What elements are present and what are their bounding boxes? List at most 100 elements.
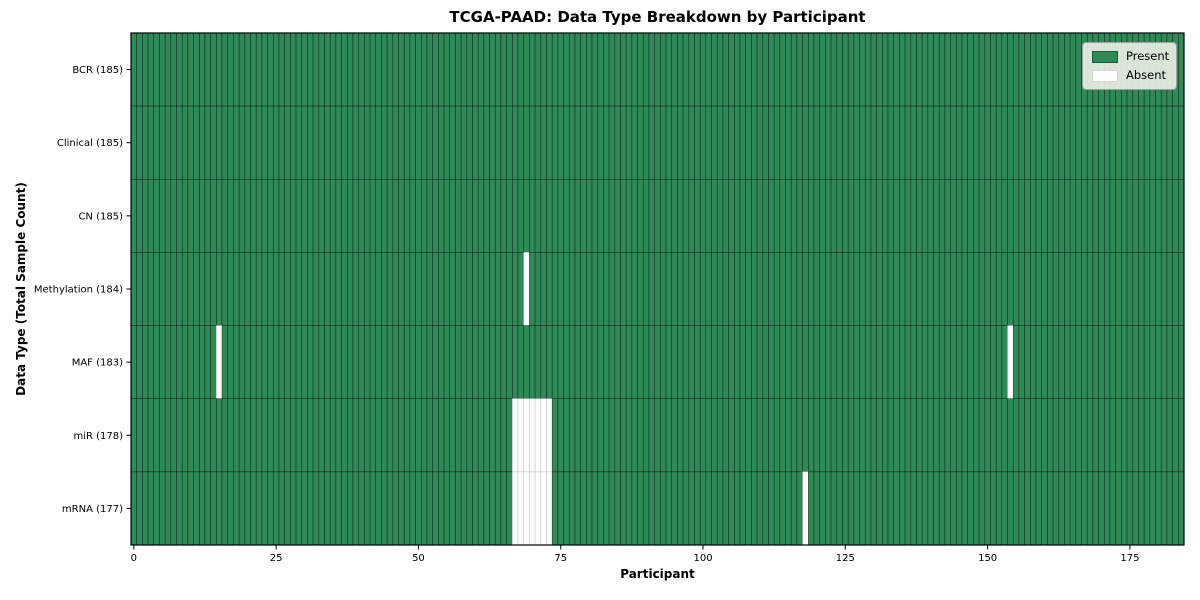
y-tick-label: Clinical (185) [57, 138, 123, 149]
matrix-cell [762, 105, 769, 180]
matrix-cell [711, 252, 718, 326]
matrix-cell [739, 325, 747, 400]
matrix-cell [722, 178, 729, 253]
matrix-cell [227, 325, 234, 400]
matrix-cell [927, 252, 934, 326]
matrix-cell [261, 398, 268, 473]
matrix-cell [563, 325, 570, 400]
matrix-cell [603, 105, 610, 180]
matrix-cell [773, 252, 781, 326]
matrix-cell [392, 32, 399, 107]
matrix-cell [529, 252, 536, 326]
matrix-cell [164, 32, 172, 107]
matrix-cell [819, 178, 826, 253]
matrix-cell [568, 471, 576, 546]
matrix-cell [1132, 398, 1139, 473]
matrix-cell [512, 471, 519, 546]
matrix-cell [301, 325, 308, 400]
matrix-cell [910, 32, 917, 107]
matrix-cell [506, 178, 513, 253]
matrix-cell [734, 178, 741, 253]
matrix-cell [785, 471, 792, 546]
matrix-cell [887, 252, 895, 326]
matrix-cell [768, 398, 775, 473]
matrix-cell [216, 32, 223, 107]
matrix-cell [210, 32, 217, 107]
matrix-cell [341, 105, 348, 180]
x-tick-label: 150 [978, 553, 997, 564]
matrix-cell [392, 471, 399, 546]
matrix-cell [147, 105, 155, 180]
matrix-cell [591, 471, 599, 546]
matrix-cell [489, 252, 496, 326]
legend: Present Absent [1082, 42, 1177, 90]
matrix-cell [876, 325, 883, 400]
matrix-cell [1041, 252, 1048, 326]
matrix-cell [705, 178, 712, 253]
matrix-cell [449, 32, 456, 107]
matrix-cell [1092, 471, 1099, 546]
legend-item-absent: Absent [1092, 69, 1167, 82]
matrix-cell [284, 471, 291, 546]
matrix-cell [660, 32, 667, 107]
matrix-cell [221, 32, 229, 107]
matrix-cell [660, 471, 667, 546]
matrix-cell [637, 471, 644, 546]
matrix-cell [352, 252, 359, 326]
matrix-cell [250, 252, 257, 326]
matrix-cell [1143, 325, 1151, 400]
matrix-cell [978, 32, 986, 107]
matrix-cell [1104, 105, 1111, 180]
matrix-cell [278, 325, 285, 400]
matrix-cell [944, 398, 951, 473]
matrix-cell [648, 471, 655, 546]
matrix-cell [654, 32, 661, 107]
matrix-cell [802, 178, 809, 253]
matrix-cell [847, 471, 855, 546]
matrix-cell [438, 471, 445, 546]
matrix-cell [711, 178, 718, 253]
matrix-cell [494, 471, 502, 546]
matrix-cell [455, 178, 462, 253]
matrix-cell [677, 398, 684, 473]
matrix-cell [210, 105, 217, 180]
matrix-cell [130, 178, 137, 253]
matrix-cell [591, 398, 599, 473]
matrix-cell [1052, 325, 1060, 400]
matrix-cell [1115, 105, 1122, 180]
matrix-cell [255, 32, 263, 107]
matrix-cell [506, 32, 513, 107]
x-tick-label: 50 [412, 553, 425, 564]
matrix-cell [233, 252, 240, 326]
matrix-cell [563, 398, 570, 473]
matrix-cell [529, 32, 536, 107]
matrix-cell [221, 105, 229, 180]
matrix-cell [164, 252, 172, 326]
matrix-cell [1121, 252, 1128, 326]
matrix-cell [973, 471, 980, 546]
matrix-cell [1018, 105, 1025, 180]
matrix-cell [307, 471, 314, 546]
matrix-cell [990, 252, 997, 326]
matrix-cell [1178, 398, 1185, 473]
matrix-cell [181, 105, 189, 180]
matrix-cell [967, 32, 974, 107]
matrix-cell [523, 178, 530, 253]
matrix-cell [534, 105, 542, 180]
matrix-cell [574, 252, 581, 326]
matrix-cell [665, 178, 673, 253]
matrix-cell [398, 105, 405, 180]
matrix-cell [267, 178, 274, 253]
matrix-cell [449, 325, 456, 400]
matrix-cell [364, 178, 371, 253]
matrix-cell [1178, 105, 1185, 180]
matrix-cell [1030, 252, 1037, 326]
matrix-cell [1007, 32, 1014, 107]
matrix-cell [785, 325, 792, 400]
matrix-cell [654, 325, 661, 400]
matrix-cell [443, 398, 451, 473]
matrix-cell [637, 105, 644, 180]
matrix-cell [181, 325, 189, 400]
matrix-cell [199, 398, 206, 473]
matrix-cell [893, 471, 900, 546]
